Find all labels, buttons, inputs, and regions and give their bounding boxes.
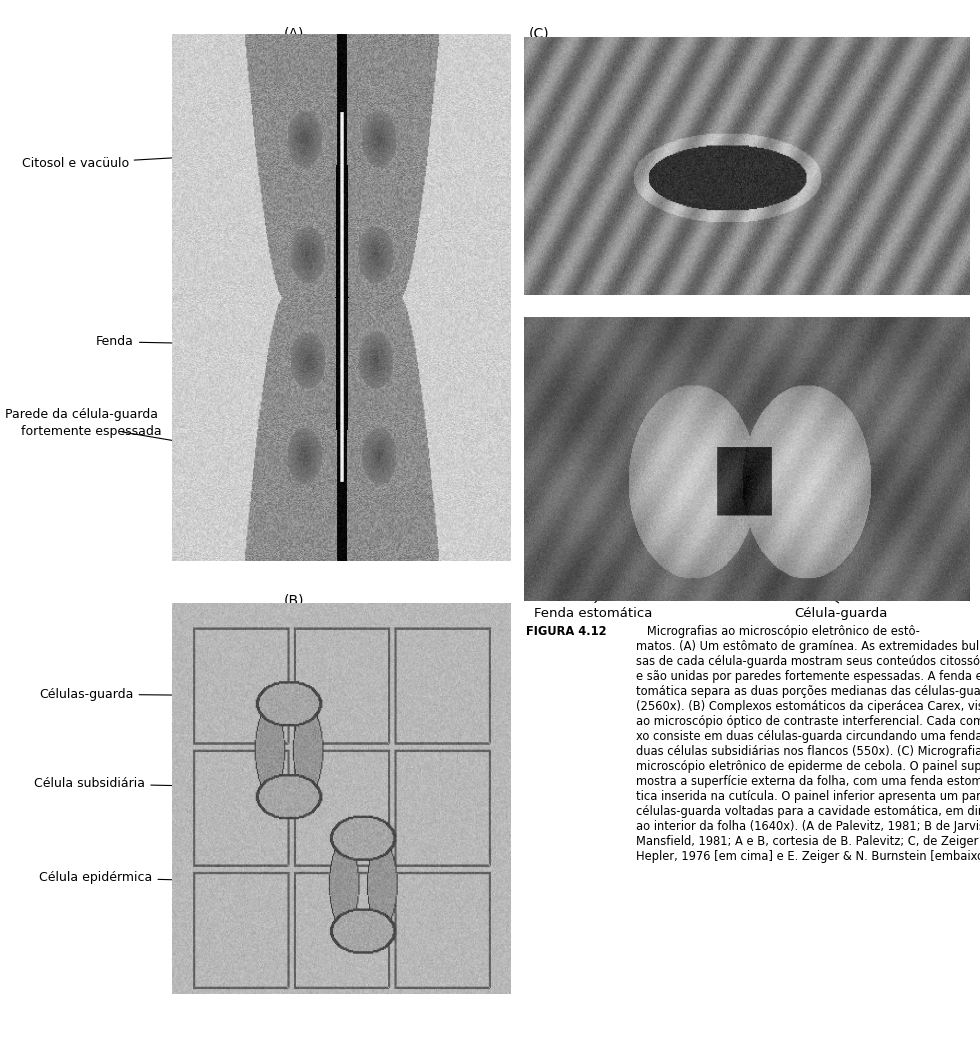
Text: Parede da célula-guarda: Parede da célula-guarda <box>5 408 158 421</box>
Text: Células-guarda: Células-guarda <box>39 688 295 701</box>
Text: Célula-guarda: Célula-guarda <box>794 607 888 619</box>
Text: fortemente espessada: fortemente espessada <box>5 425 162 438</box>
Text: (B): (B) <box>284 594 304 608</box>
Text: Célula epidérmica: Célula epidérmica <box>39 871 295 885</box>
Text: FIGURA 4.12: FIGURA 4.12 <box>526 625 607 637</box>
Text: Micrografias ao microscópio eletrônico de estô-
matos. (A) Um estômato de gramín: Micrografias ao microscópio eletrônico d… <box>636 625 980 863</box>
Text: Fenda estomática: Fenda estomática <box>534 607 652 619</box>
Text: Citosol e vacüulo: Citosol e vacüulo <box>22 148 308 170</box>
Text: Fenda: Fenda <box>96 335 321 348</box>
Text: (A): (A) <box>284 26 304 40</box>
Text: (C): (C) <box>529 26 550 40</box>
Text: Célula subsidiária: Célula subsidiária <box>34 778 295 790</box>
